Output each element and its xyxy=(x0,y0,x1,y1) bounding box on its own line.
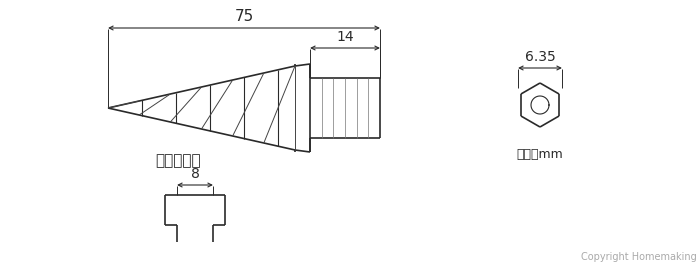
Text: Copyright Homemaking: Copyright Homemaking xyxy=(581,252,697,262)
Text: 14: 14 xyxy=(336,30,354,44)
Text: 単位：mm: 単位：mm xyxy=(517,148,564,161)
Text: 6.35: 6.35 xyxy=(524,50,555,64)
Text: 径間ピッチ: 径間ピッチ xyxy=(155,153,201,168)
Text: 75: 75 xyxy=(234,9,253,24)
Text: 8: 8 xyxy=(190,167,199,181)
